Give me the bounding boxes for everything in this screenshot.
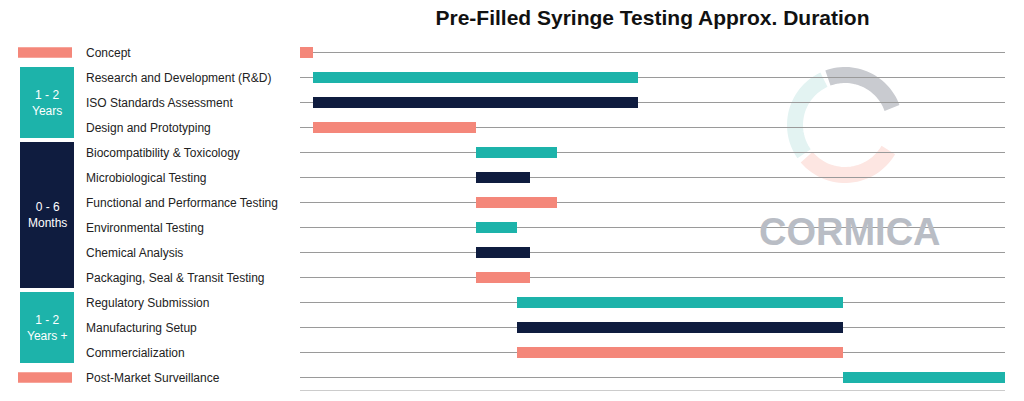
svg-text:Commercialization: Commercialization [86,346,185,360]
svg-text:Concept: Concept [86,46,131,60]
svg-text:Microbiological Testing: Microbiological Testing [86,171,207,185]
svg-text:1 - 2Years: 1 - 2Years [32,88,62,118]
svg-text:Chemical Analysis: Chemical Analysis [86,246,183,260]
svg-text:Post-Market Surveillance: Post-Market Surveillance [86,371,220,385]
svg-text:Biocompatibility & Toxicology: Biocompatibility & Toxicology [86,146,240,160]
svg-text:Research and Development (R&D): Research and Development (R&D) [86,71,271,85]
svg-text:ISO Standards Assessment: ISO Standards Assessment [86,96,233,110]
svg-text:Pre-Filled Syringe Testing App: Pre-Filled Syringe Testing Approx. Durat… [435,6,869,29]
svg-text:Functional and Performance Tes: Functional and Performance Testing [86,196,278,210]
svg-text:0 - 6Months: 0 - 6Months [28,200,67,230]
svg-text:Design and Prototyping: Design and Prototyping [86,121,211,135]
svg-text:Manufacturing Setup: Manufacturing Setup [86,321,197,335]
svg-text:Environmental Testing: Environmental Testing [86,221,204,235]
svg-text:CORMICA: CORMICA [759,211,941,253]
svg-text:Regulatory Submission: Regulatory Submission [86,296,209,310]
svg-text:1 - 2Years +: 1 - 2Years + [27,313,68,343]
svg-text:Packaging, Seal & Transit Test: Packaging, Seal & Transit Testing [86,271,265,285]
